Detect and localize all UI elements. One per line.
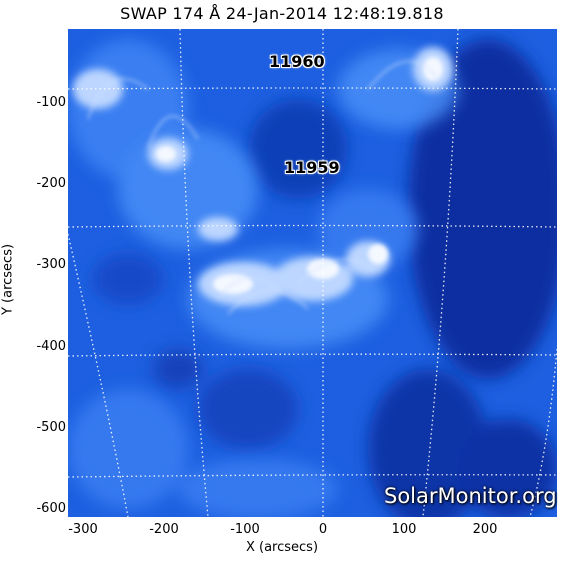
x-tick-label: 0: [318, 522, 328, 537]
euv-image: [68, 29, 557, 517]
y-tick-label: -400: [36, 339, 66, 354]
image-title: SWAP 174 Å 24-Jan-2014 12:48:19.818: [120, 4, 444, 23]
y-tick-label: -500: [36, 420, 66, 435]
solar-image-panel: [68, 29, 557, 517]
y-tick-label: -100: [36, 95, 66, 110]
active-region-label-11960: 11960: [269, 52, 325, 71]
x-tick-label: 200: [472, 522, 498, 537]
x-tick-label: -200: [149, 522, 179, 537]
y-axis-label: Y (arcsecs): [0, 243, 16, 316]
y-tick-label: -600: [36, 501, 66, 516]
x-tick-label: -100: [230, 522, 260, 537]
x-tick-label: 100: [391, 522, 417, 537]
x-axis-label: X (arcsecs): [245, 540, 319, 555]
y-tick-label: -300: [36, 257, 66, 272]
x-tick-label: -300: [68, 522, 98, 537]
y-tick-label: -200: [36, 176, 66, 191]
active-region-label-11959: 11959: [284, 158, 340, 177]
solarmonitor-watermark: SolarMonitor.org: [384, 484, 557, 508]
